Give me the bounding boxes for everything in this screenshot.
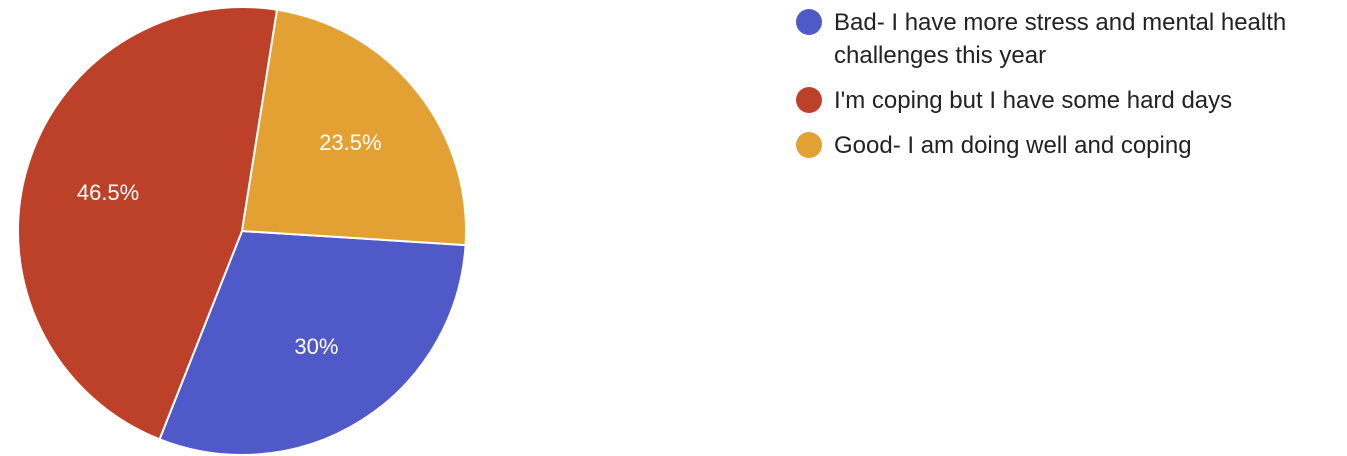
legend-item-coping[interactable]: I'm coping but I have some hard days — [796, 84, 1347, 117]
legend: Bad- I have more stress and mental healt… — [796, 6, 1347, 174]
legend-swatch-coping — [796, 87, 822, 113]
pie-slice-2[interactable] — [17, 6, 279, 441]
pie-slice-label-1: 30% — [294, 334, 338, 359]
legend-label-bad: Bad- I have more stress and mental healt… — [834, 9, 1287, 69]
pie-slice-label-2: 46.5% — [77, 180, 139, 205]
legend-item-bad[interactable]: Bad- I have more stress and mental healt… — [796, 6, 1347, 72]
legend-swatch-good — [796, 132, 822, 158]
pie-slice-3[interactable] — [240, 8, 467, 247]
legend-label-coping: I'm coping but I have some hard days — [834, 87, 1233, 114]
legend-label-good: Good- I am doing well and coping — [834, 132, 1192, 159]
pie-chart: 30% 46.5% 23.5% — [17, 6, 467, 456]
pie-slice-1[interactable] — [158, 229, 467, 456]
legend-item-good[interactable]: Good- I am doing well and coping — [796, 129, 1347, 162]
legend-swatch-bad — [796, 9, 822, 35]
pie-slice-label-3: 23.5% — [319, 130, 381, 155]
